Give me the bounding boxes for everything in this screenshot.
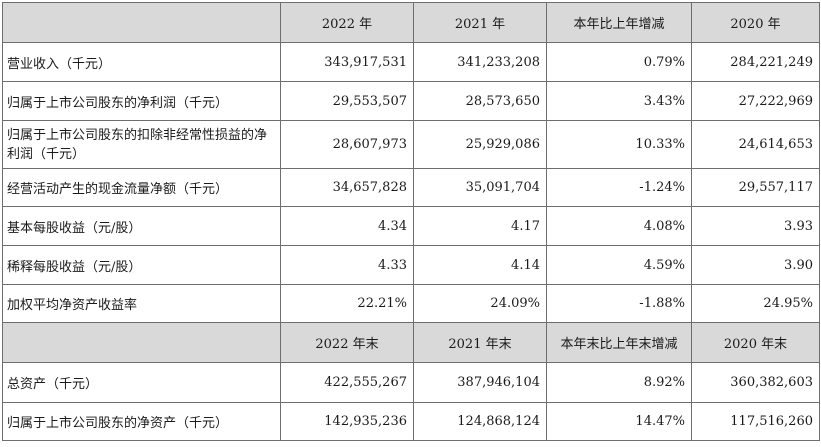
row-label: 稀释每股收益（元/股） [2, 245, 281, 285]
table-row: 归属于上市公司股东的净资产（千元） 142,935,236 124,868,12… [2, 402, 820, 441]
cell-2022: 28,607,973 [280, 120, 414, 169]
header-blank-cell [2, 2, 281, 43]
row-label: 总资产（千元） [2, 362, 281, 403]
cell-2021: 24.09% [413, 284, 547, 323]
cell-2020: 24.95% [691, 284, 820, 323]
cell-2020: 29,557,117 [691, 168, 820, 207]
row-label: 归属于上市公司股东的扣除非经常性损益的净利润（千元） [2, 120, 281, 169]
cell-change: 4.59% [546, 245, 692, 285]
cell-change: -1.24% [546, 168, 692, 207]
cell-2022-end: 142,935,236 [280, 402, 414, 441]
cell-2022: 22.21% [280, 284, 414, 323]
header-2020-end: 2020 年末 [691, 322, 820, 363]
cell-2021: 35,091,704 [413, 168, 547, 207]
cell-2020: 3.93 [691, 206, 820, 246]
table-row: 基本每股收益（元/股） 4.34 4.17 4.08% 3.93 [2, 206, 820, 246]
cell-2021-end: 124,868,124 [413, 402, 547, 441]
table-row: 归属于上市公司股东的净利润（千元） 29,553,507 28,573,650 … [2, 81, 820, 121]
row-label: 加权平均净资产收益率 [2, 284, 281, 323]
header-2020: 2020 年 [691, 2, 820, 43]
cell-2022: 4.34 [280, 206, 414, 246]
cell-2020: 27,222,969 [691, 81, 820, 121]
header-yoy-change: 本年比上年增减 [546, 2, 692, 43]
header-row-year-end: 2022 年末 2021 年末 本年末比上年末增减 2020 年末 [2, 322, 820, 363]
cell-2020: 24,614,653 [691, 120, 820, 169]
cell-2022: 4.33 [280, 245, 414, 285]
cell-2020: 3.90 [691, 245, 820, 285]
cell-2021: 4.17 [413, 206, 547, 246]
cell-2022: 34,657,828 [280, 168, 414, 207]
table-row: 总资产（千元） 422,555,267 387,946,104 8.92% 36… [2, 362, 820, 403]
header-2022: 2022 年 [280, 2, 414, 43]
cell-2021: 341,233,208 [413, 42, 547, 82]
row-label: 基本每股收益（元/股） [2, 206, 281, 246]
table-row: 归属于上市公司股东的扣除非经常性损益的净利润（千元） 28,607,973 25… [2, 120, 820, 169]
cell-2022-end: 422,555,267 [280, 362, 414, 403]
header-2021: 2021 年 [413, 2, 547, 43]
cell-2022: 343,917,531 [280, 42, 414, 82]
row-label: 经营活动产生的现金流量净额（千元） [2, 168, 281, 207]
table-row: 加权平均净资产收益率 22.21% 24.09% -1.88% 24.95% [2, 284, 820, 323]
table-row: 营业收入（千元） 343,917,531 341,233,208 0.79% 2… [2, 42, 820, 82]
financial-table-container: 2022 年 2021 年 本年比上年增减 2020 年 营业收入（千元） 34… [2, 2, 820, 441]
table-row: 稀释每股收益（元/股） 4.33 4.14 4.59% 3.90 [2, 245, 820, 285]
cell-2021: 25,929,086 [413, 120, 547, 169]
row-label: 归属于上市公司股东的净资产（千元） [2, 402, 281, 441]
row-label: 归属于上市公司股东的净利润（千元） [2, 81, 281, 121]
key-financial-data-table: 2022 年 2021 年 本年比上年增减 2020 年 营业收入（千元） 34… [2, 2, 820, 441]
cell-2020-end: 360,382,603 [691, 362, 820, 403]
cell-2021: 4.14 [413, 245, 547, 285]
cell-change: 3.43% [546, 81, 692, 121]
header-blank-cell [2, 322, 281, 363]
cell-2021: 28,573,650 [413, 81, 547, 121]
cell-2020-end: 117,516,260 [691, 402, 820, 441]
cell-2020: 284,221,249 [691, 42, 820, 82]
cell-change: 0.79% [546, 42, 692, 82]
cell-change: -1.88% [546, 284, 692, 323]
row-label: 营业收入（千元） [2, 42, 281, 82]
header-row-annual: 2022 年 2021 年 本年比上年增减 2020 年 [2, 2, 820, 43]
cell-change: 10.33% [546, 120, 692, 169]
cell-change: 4.08% [546, 206, 692, 246]
cell-2021-end: 387,946,104 [413, 362, 547, 403]
cell-change: 14.47% [546, 402, 692, 441]
header-2021-end: 2021 年末 [413, 322, 547, 363]
cell-change: 8.92% [546, 362, 692, 403]
table-row: 经营活动产生的现金流量净额（千元） 34,657,828 35,091,704 … [2, 168, 820, 207]
cell-2022: 29,553,507 [280, 81, 414, 121]
header-year-end-change: 本年末比上年末增减 [546, 322, 692, 363]
header-2022-end: 2022 年末 [280, 322, 414, 363]
